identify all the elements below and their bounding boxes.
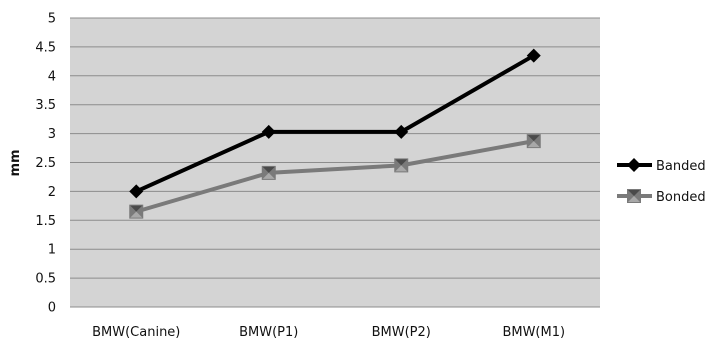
y-tick-label: 1.5 <box>35 214 56 229</box>
data-point <box>394 158 408 172</box>
y-tick-label: 0 <box>48 301 56 316</box>
x-tick-label: BMW(P1) <box>239 325 298 340</box>
data-point <box>129 205 143 219</box>
legend-label: Banded <box>656 159 706 174</box>
x-axis-ticks: BMW(Canine) BMW(P1) BMW(P2) BMW(M1) <box>92 325 565 340</box>
x-tick-label: BMW(Canine) <box>92 325 180 340</box>
y-tick-label: 4.5 <box>35 40 56 55</box>
data-point <box>627 158 641 172</box>
y-axis-ticks: 0 0.5 1 1.5 2 2.5 3 3.5 4 4.5 5 <box>35 12 56 316</box>
y-axis-label: mm <box>8 149 23 176</box>
y-tick-label: 4 <box>48 69 56 84</box>
legend-item-banded: Banded <box>617 158 706 174</box>
data-point <box>527 134 541 148</box>
y-tick-label: 5 <box>48 12 56 27</box>
y-tick-label: 0.5 <box>35 272 56 287</box>
data-point <box>262 166 276 180</box>
x-tick-label: BMW(P2) <box>372 325 431 340</box>
legend-item-bonded: Bonded <box>617 189 706 205</box>
x-tick-label: BMW(M1) <box>502 325 565 340</box>
y-tick-label: 3 <box>48 127 56 142</box>
y-tick-label: 3.5 <box>35 98 56 113</box>
legend: Banded Bonded <box>617 158 706 205</box>
legend-label: Bonded <box>656 190 706 205</box>
data-point <box>627 189 641 203</box>
y-tick-label: 1 <box>48 243 56 258</box>
y-tick-label: 2.5 <box>35 156 56 171</box>
y-tick-label: 2 <box>48 185 56 200</box>
